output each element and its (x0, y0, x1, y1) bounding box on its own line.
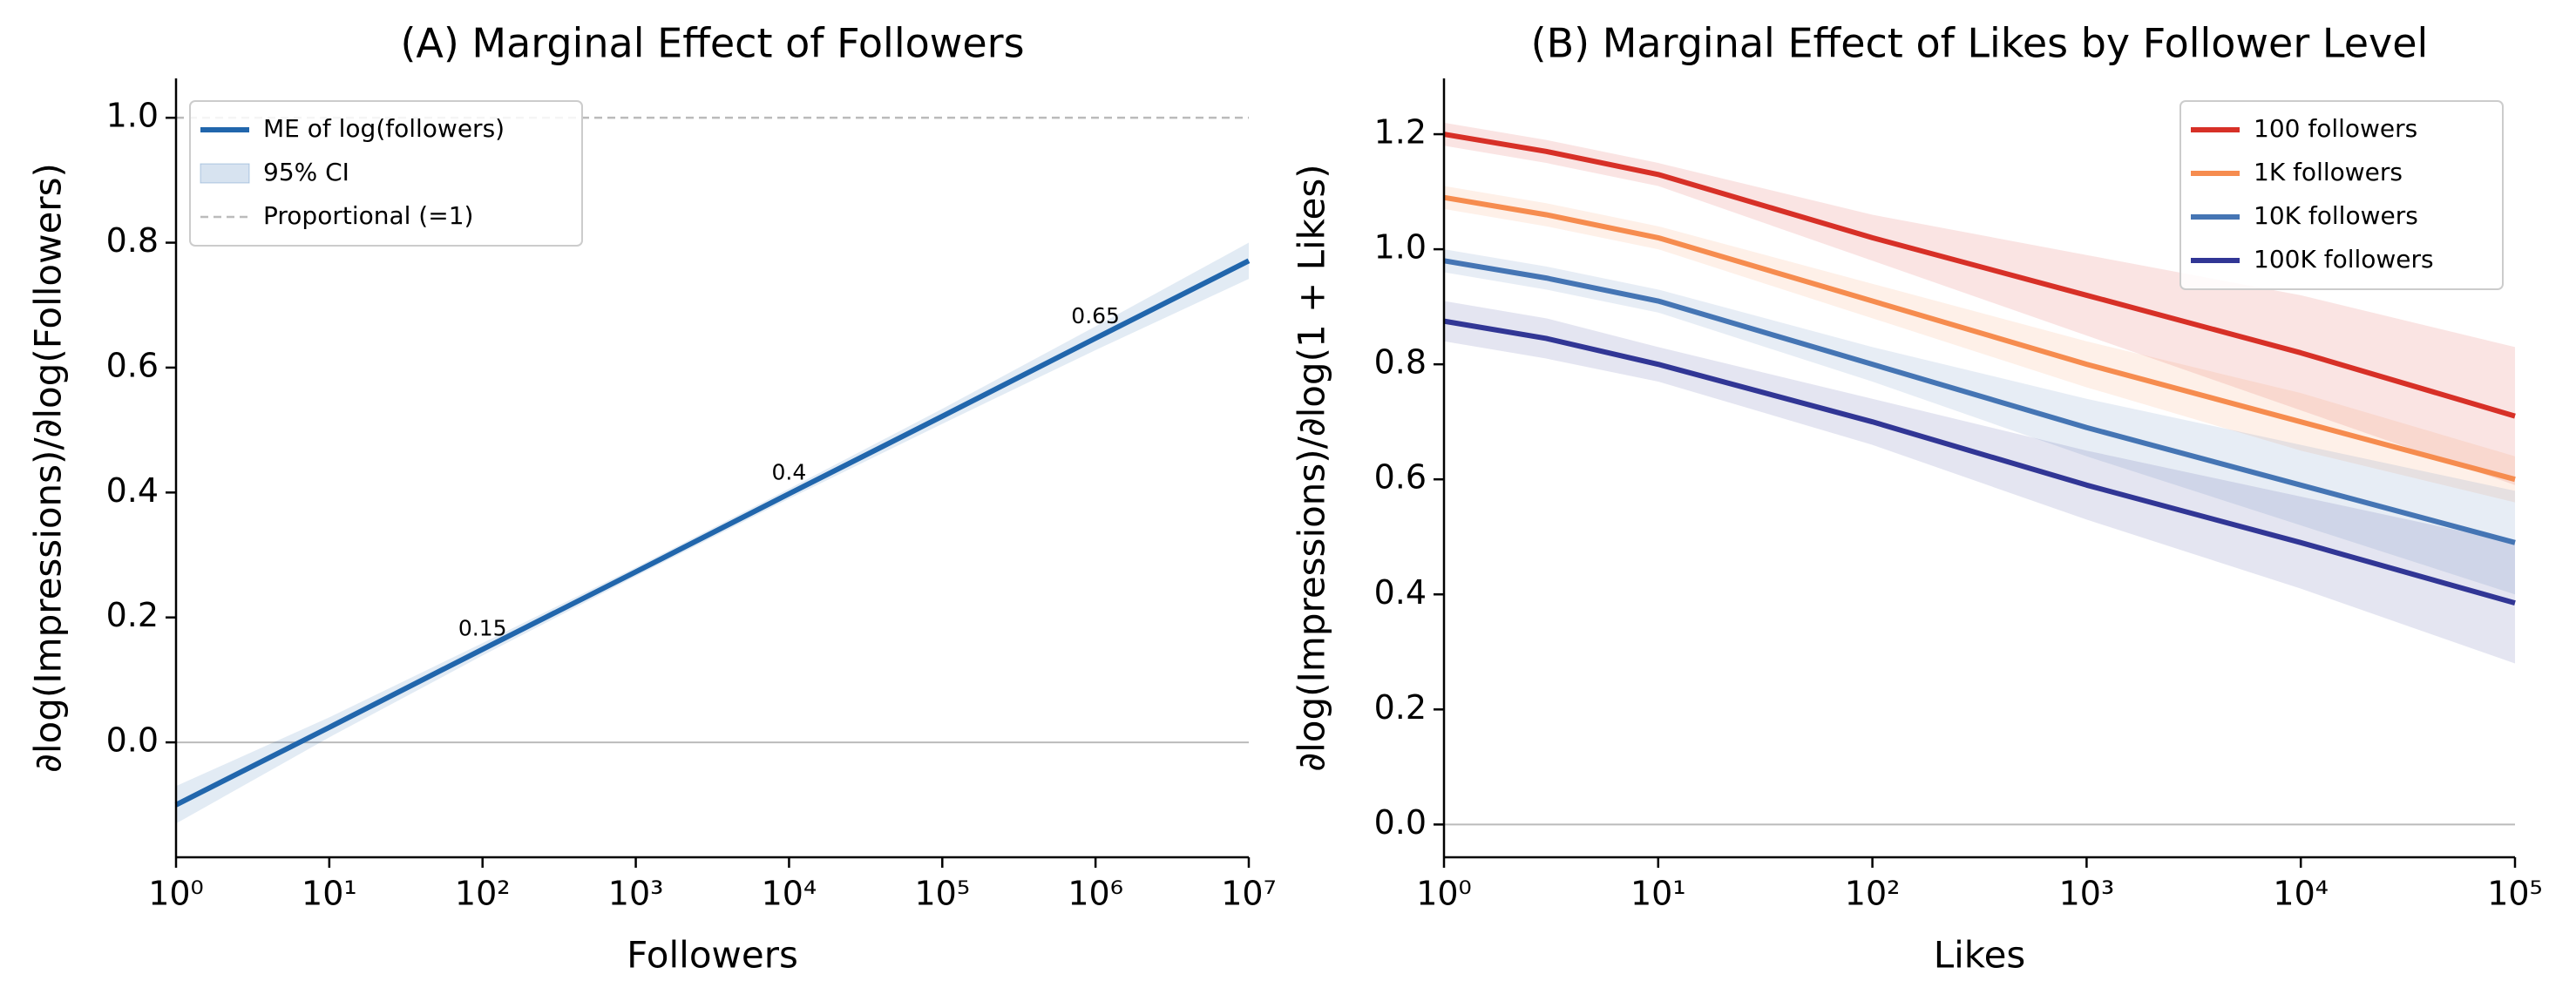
series-line (1443, 258, 2516, 545)
legend-label: Proportional (=1) (263, 201, 473, 230)
ci-band (1444, 301, 2515, 664)
x-tick-label: 10⁶ (1068, 875, 1123, 913)
y-tick-label: 0.4 (1374, 573, 1427, 612)
y-axis-label: ∂log(Impressions)/∂log(1 + Likes) (1291, 164, 1333, 771)
chart-title: (B) Marginal Effect of Likes by Follower… (1531, 20, 2429, 67)
y-tick-label: 0.0 (106, 721, 159, 760)
x-tick-label: 10⁴ (2273, 875, 2329, 913)
series-line (1443, 194, 2516, 483)
legend-box (189, 100, 583, 247)
y-tick-label: 0.8 (106, 221, 159, 260)
legend-swatch (200, 163, 250, 184)
legend-label: 100 followers (2254, 114, 2417, 143)
y-tick-label: 0.0 (1374, 803, 1427, 842)
x-tick-label: 10⁴ (762, 875, 817, 913)
y-tick-label: 0.2 (1374, 688, 1427, 727)
y-tick-label: 0.4 (106, 471, 159, 510)
series-line (1443, 318, 2516, 606)
x-tick-label: 10⁵ (2487, 875, 2543, 913)
x-tick-label: 10³ (608, 875, 664, 913)
y-tick-label: 0.6 (106, 346, 159, 384)
y-tick-label: 1.0 (106, 97, 159, 135)
x-tick-label: 10⁷ (1221, 875, 1277, 913)
legend-label: 95% CI (263, 158, 349, 186)
legend-label: 10K followers (2254, 201, 2418, 230)
x-tick-label: 10¹ (1630, 875, 1686, 913)
x-tick-label: 10⁰ (1416, 875, 1472, 913)
y-tick-label: 1.2 (1374, 113, 1427, 152)
legend-box (2179, 100, 2504, 290)
legend: ME of log(followers) 95% CI Proportional (… (189, 100, 583, 247)
x-axis-label: Likes (1934, 934, 2026, 977)
series-line (174, 258, 1251, 808)
x-tick-label: 10⁰ (148, 875, 204, 913)
chart-title: (A) Marginal Effect of Followers (400, 20, 1024, 67)
annotation: 0.15 (458, 616, 507, 641)
annotation: 0.4 (772, 459, 807, 484)
ci-band (1444, 122, 2515, 485)
x-axis-label: Followers (627, 934, 798, 977)
x-tick-label: 10⁵ (914, 875, 970, 913)
series-line (1443, 132, 2516, 419)
x-tick-label: 10¹ (302, 875, 357, 913)
y-axis-label: ∂log(Impressions)/∂log(Followers) (27, 163, 70, 773)
legend-label: 100K followers (2254, 245, 2434, 274)
annotation: 0.65 (1071, 303, 1120, 328)
x-tick-label: 10³ (2059, 875, 2115, 913)
y-tick-label: 1.0 (1374, 228, 1427, 267)
y-tick-label: 0.8 (1374, 343, 1427, 382)
y-tick-label: 0.2 (106, 596, 159, 634)
ci-band (1444, 249, 2515, 595)
x-tick-label: 10² (455, 875, 511, 913)
x-tick-label: 10² (1845, 875, 1901, 913)
legend: 100 followers 1K followers 10K followers 10… (2179, 100, 2504, 290)
legend-label: 1K followers (2254, 158, 2403, 186)
legend-label: ME of log(followers) (263, 114, 505, 143)
y-tick-label: 0.6 (1374, 458, 1427, 497)
ci-band (1444, 186, 2515, 503)
